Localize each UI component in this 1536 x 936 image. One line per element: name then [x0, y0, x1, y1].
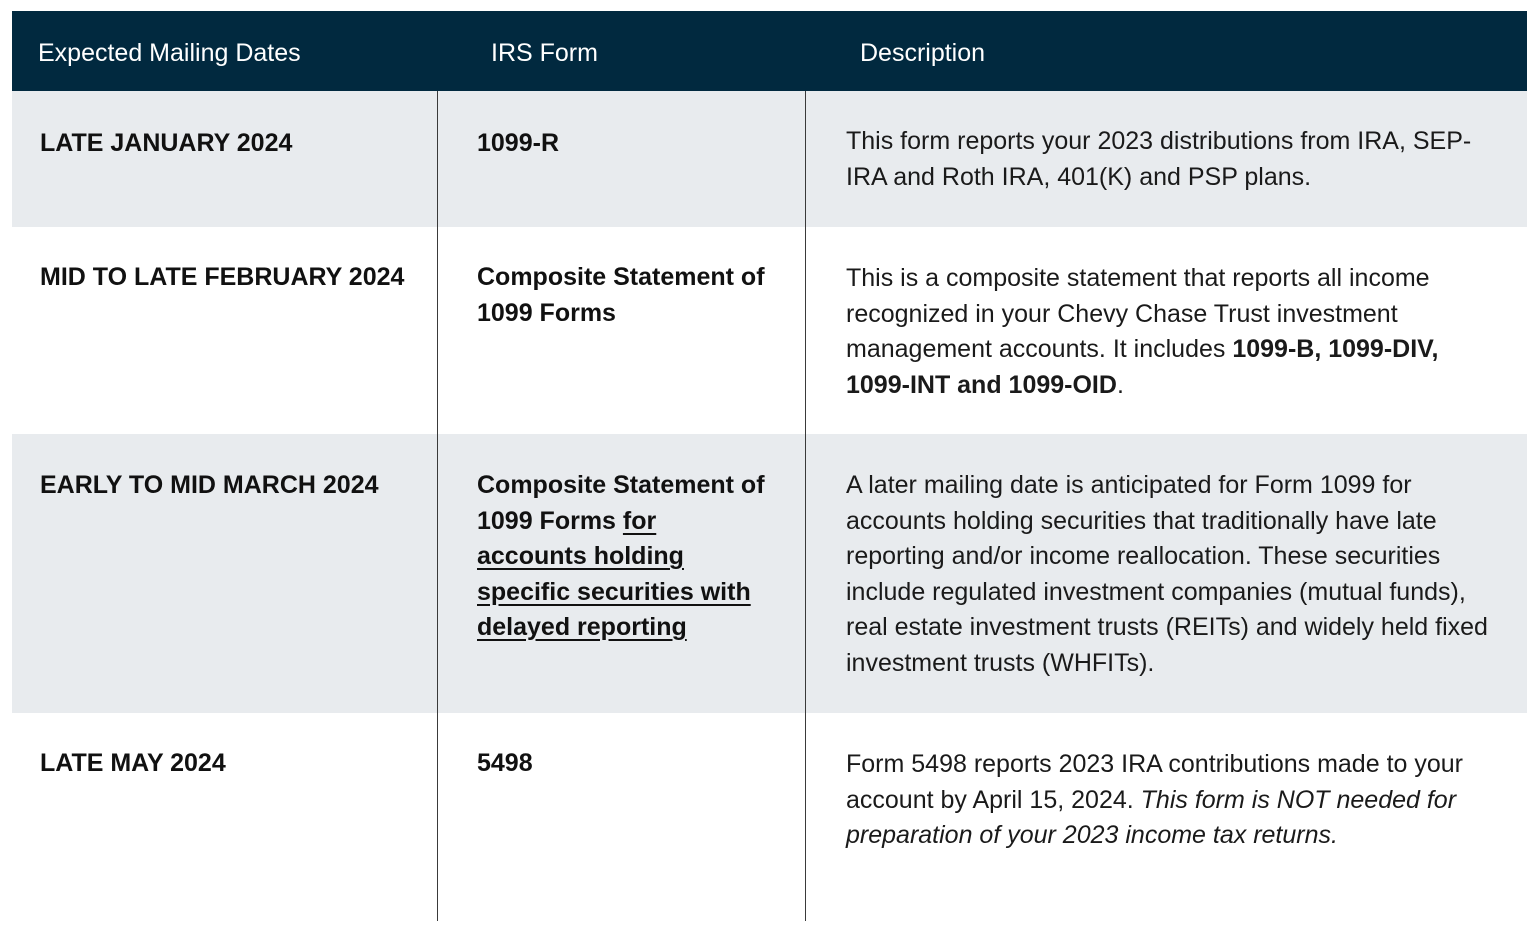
- header-irs-form: IRS Form: [491, 39, 598, 67]
- row-description: A later mailing date is anticipated for …: [846, 471, 1488, 677]
- form-delayed-reporting-link[interactable]: for accounts holding specific securities…: [477, 506, 751, 642]
- description-text: This is a composite statement that repor…: [846, 264, 1430, 363]
- row-form: Composite Statement of 1099 Forms for ac…: [477, 468, 767, 646]
- row-form: 5498: [477, 749, 533, 777]
- column-divider: [805, 91, 806, 921]
- description-text: Form 5498 reports 2023 IRA contributions…: [846, 750, 1463, 814]
- row-date: LATE JANUARY 2024: [40, 129, 293, 157]
- header-description: Description: [860, 39, 986, 67]
- row-date: EARLY TO MID MARCH 2024: [40, 471, 379, 499]
- row-date: LATE MAY 2024: [40, 749, 226, 777]
- mailing-dates-table: Expected Mailing Dates IRS Form Descript…: [12, 11, 1527, 921]
- description-note: This form is NOT needed for preparation …: [846, 785, 1457, 850]
- row-description: This form reports your 2023 distribution…: [846, 127, 1472, 191]
- description-text-end: .: [1116, 370, 1124, 399]
- table-row: MID TO LATE FEBRUARY 2024 Composite Stat…: [12, 227, 1527, 434]
- table-row: LATE JANUARY 2024 1099-R This form repor…: [12, 91, 1527, 227]
- row-description: This is a composite statement that repor…: [846, 261, 1496, 403]
- row-description: Form 5498 reports 2023 IRA contributions…: [846, 747, 1496, 854]
- header-expected-mailing-dates: Expected Mailing Dates: [38, 39, 301, 67]
- form-name: Composite Statement of 1099 Forms: [477, 471, 765, 535]
- row-form: Composite Statement of 1099 Forms: [477, 263, 765, 327]
- table-row: LATE MAY 2024 5498 Form 5498 reports 202…: [12, 713, 1527, 921]
- column-divider: [437, 91, 438, 921]
- table-row: EARLY TO MID MARCH 2024 Composite Statem…: [12, 434, 1527, 713]
- table-header: Expected Mailing Dates IRS Form Descript…: [12, 11, 1527, 91]
- row-date: MID TO LATE FEBRUARY 2024: [40, 263, 405, 291]
- description-form-list: 1099-B, 1099-DIV, 1099-INT and 1099-OID: [846, 335, 1439, 399]
- row-form: 1099-R: [477, 129, 559, 157]
